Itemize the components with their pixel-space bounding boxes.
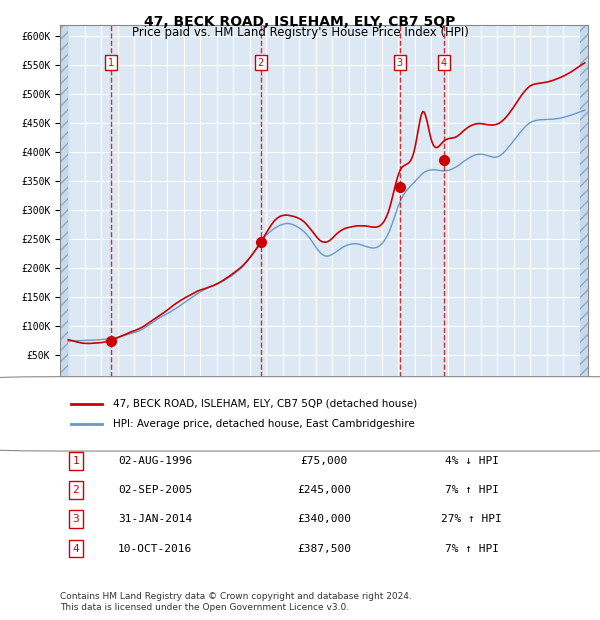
Text: £387,500: £387,500 bbox=[297, 544, 351, 554]
Bar bbox=[60, 25, 68, 384]
Text: 02-AUG-1996: 02-AUG-1996 bbox=[118, 456, 192, 466]
Text: 47, BECK ROAD, ISLEHAM, ELY, CB7 5QP: 47, BECK ROAD, ISLEHAM, ELY, CB7 5QP bbox=[145, 16, 455, 30]
Text: 1: 1 bbox=[108, 58, 114, 68]
Text: £340,000: £340,000 bbox=[297, 514, 351, 525]
FancyBboxPatch shape bbox=[0, 376, 600, 451]
Text: Contains HM Land Registry data © Crown copyright and database right 2024.: Contains HM Land Registry data © Crown c… bbox=[60, 592, 412, 601]
Bar bbox=[580, 25, 588, 384]
Text: 4% ↓ HPI: 4% ↓ HPI bbox=[445, 456, 499, 466]
Text: 1: 1 bbox=[73, 456, 79, 466]
Text: 02-SEP-2005: 02-SEP-2005 bbox=[118, 485, 192, 495]
Text: 10-OCT-2016: 10-OCT-2016 bbox=[118, 544, 192, 554]
Text: 4: 4 bbox=[73, 544, 79, 554]
Text: 27% ↑ HPI: 27% ↑ HPI bbox=[442, 514, 502, 525]
Text: 31-JAN-2014: 31-JAN-2014 bbox=[118, 514, 192, 525]
Text: 2: 2 bbox=[257, 58, 264, 68]
Text: 2: 2 bbox=[73, 485, 79, 495]
Text: 7% ↑ HPI: 7% ↑ HPI bbox=[445, 485, 499, 495]
Text: HPI: Average price, detached house, East Cambridgeshire: HPI: Average price, detached house, East… bbox=[113, 419, 415, 429]
Text: £75,000: £75,000 bbox=[301, 456, 347, 466]
Text: Price paid vs. HM Land Registry's House Price Index (HPI): Price paid vs. HM Land Registry's House … bbox=[131, 26, 469, 39]
Text: £245,000: £245,000 bbox=[297, 485, 351, 495]
Text: 4: 4 bbox=[441, 58, 447, 68]
Text: 3: 3 bbox=[73, 514, 79, 525]
Text: This data is licensed under the Open Government Licence v3.0.: This data is licensed under the Open Gov… bbox=[60, 603, 349, 612]
Text: 3: 3 bbox=[397, 58, 403, 68]
Text: 47, BECK ROAD, ISLEHAM, ELY, CB7 5QP (detached house): 47, BECK ROAD, ISLEHAM, ELY, CB7 5QP (de… bbox=[113, 399, 417, 409]
Text: 7% ↑ HPI: 7% ↑ HPI bbox=[445, 544, 499, 554]
